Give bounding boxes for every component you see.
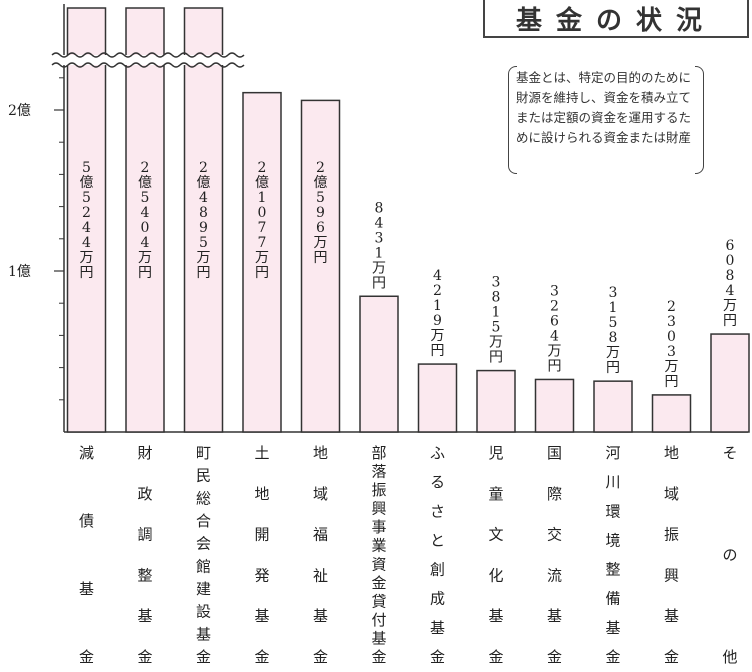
value-label-1: 2 億 5 4 0 4 万円: [138, 160, 152, 281]
category-label-2: 町民総合会館建設基金: [196, 444, 211, 666]
bar-5: [359, 295, 399, 433]
value-label-6: 4 2 1 9 万円: [431, 268, 445, 359]
note-bracket-right: [695, 66, 704, 174]
category-label-6: ふるさと創成基金: [430, 444, 445, 666]
axis-break-line-lower: [51, 62, 245, 68]
y-axis: 1億 2億: [8, 4, 748, 433]
definition-note: 基金とは、特定の目的のために財源を維持し、資金を積み立てまたは定額の資金を運用す…: [508, 66, 704, 174]
category-label-1: 財政調整基金: [137, 444, 152, 666]
bar-8: [534, 378, 575, 433]
value-label-3: 2 億 1 0 7 7 万円: [255, 160, 269, 281]
bar-7: [476, 369, 516, 433]
bars: [66, 7, 750, 433]
category-label-3: 土地開発基金: [254, 444, 269, 666]
value-label-2: 2 億 4 8 9 5 万円: [197, 160, 211, 281]
axis-break-line-upper: [51, 52, 245, 58]
value-label-8: 3 2 6 4 万円: [548, 283, 562, 374]
note-bracket-left: [508, 66, 517, 174]
bar-3: [242, 91, 282, 433]
value-label-11: 6 0 8 4 万円: [723, 238, 737, 329]
value-label-7: 3 8 1 5 万円: [489, 275, 503, 366]
category-label-11: その他: [722, 444, 737, 666]
category-label-0: 減債基金: [79, 444, 94, 666]
axis-break-gap: [50, 55, 229, 65]
chart-title: 基金の状況: [515, 5, 716, 36]
bar-4: [300, 99, 341, 433]
definition-note-text: 基金とは、特定の目的のために財源を維持し、資金を積み立てまたは定額の資金を運用す…: [516, 70, 692, 145]
category-label-8: 国際交流基金: [547, 444, 562, 666]
bar-9: [593, 380, 633, 433]
bar-10: [651, 394, 692, 433]
bar-1: [125, 7, 165, 433]
value-label-5: 8 4 3 1 万円: [372, 200, 386, 291]
bar-11: [710, 333, 750, 433]
value-label-9: 3 1 5 8 万円: [606, 285, 620, 376]
bar-6: [417, 363, 458, 433]
chart-title-box: 基金の状況: [483, 0, 749, 38]
axis-break-marks: [50, 52, 245, 68]
category-label-7: 児童文化基金: [488, 444, 503, 666]
category-labels: 減債基金 財政調整基金 町民総合会館建設基金 土地開発基金 地域福祉基金 部落振興事業資金…: [79, 444, 738, 666]
bar-2: [183, 7, 224, 433]
category-label-5: 部落振興事業資金貸付基金: [371, 444, 386, 666]
value-label-0: 5 億 5 2 4 4 万円: [80, 160, 94, 281]
value-labels: 5 億 5 2 4 4 万円 2 億 5 4 0 4 万円 2 億 4 8 9 5 万円 2 億 1 0 7 7 万円 2 億 5 9 6 万円 8…: [80, 160, 738, 390]
value-label-10: 2 3 0 3 万円: [665, 299, 679, 390]
y-tick-label: 2億: [8, 103, 31, 119]
y-tick-label: 1億: [8, 264, 31, 280]
bar-0: [66, 7, 107, 433]
category-label-4: 地域福祉基金: [313, 444, 328, 666]
category-label-9: 河川環境整備基金: [605, 444, 620, 666]
category-label-10: 地域振興基金: [664, 444, 679, 666]
value-label-4: 2 億 5 9 6 万円: [314, 160, 328, 266]
